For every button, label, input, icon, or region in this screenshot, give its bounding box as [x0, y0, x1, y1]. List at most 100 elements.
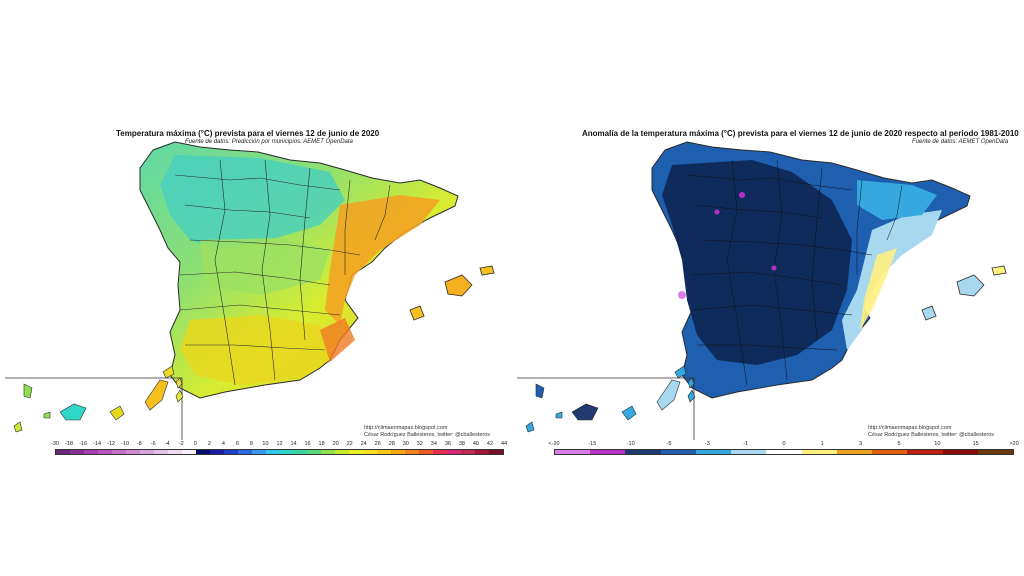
right-legend-tick: >20 — [1009, 441, 1019, 447]
right-legend-swatch — [801, 450, 837, 454]
right-legend-tick: -15 — [588, 441, 597, 447]
left-legend-swatch — [405, 450, 420, 454]
left-credit: http://climaenmapas.blogspot.com César R… — [364, 425, 490, 439]
left-temperature-map — [5, 141, 495, 440]
left-legend-tick: -6 — [150, 441, 156, 447]
left-legend-swatch — [279, 450, 294, 454]
left-legend-swatch — [475, 450, 490, 454]
left-legend-tick: 12 — [276, 441, 283, 447]
right-credit-url: http://climaenmapas.blogspot.com — [868, 425, 952, 431]
left-legend-tick: -12 — [107, 441, 116, 447]
left-legend-swatch — [321, 450, 336, 454]
left-legend-swatch — [56, 450, 70, 454]
left-legend-ticks: -30 -18 -16 -14 -12 -10 -8 -6 -4 -2 0 2 4 6 8 10 12 14 16 1… — [51, 441, 508, 449]
right-legend-swatch — [695, 450, 732, 454]
left-legend-tick: 26 — [374, 441, 381, 447]
left-legend-tick: 32 — [416, 441, 423, 447]
right-credit: http://climaenmapas.blogspot.com César R… — [868, 425, 994, 439]
left-legend-tick: 40 — [472, 441, 479, 447]
canary-islands — [13, 365, 175, 433]
left-legend-swatch — [363, 450, 378, 454]
right-credit-author: César Rodríguez Ballesteros, twitter: @c… — [868, 432, 995, 438]
province-borders — [174, 159, 391, 386]
right-canary-islands — [525, 365, 687, 433]
right-legend-tick: 3 — [859, 441, 863, 447]
left-legend-swatch — [125, 450, 140, 454]
left-legend-tick: -4 — [164, 441, 170, 447]
right-legend-swatch — [731, 450, 767, 454]
left-legend-tick: 30 — [402, 441, 409, 447]
left-legend-tick: -16 — [79, 441, 88, 447]
mallorca-island — [444, 274, 473, 297]
left-legend-swatch — [181, 450, 196, 454]
right-legend-swatch — [625, 450, 661, 454]
east-warm-zone — [325, 195, 440, 325]
right-legend-swatch — [590, 450, 626, 454]
right-legend-swatch — [555, 450, 591, 454]
left-legend-tick: 14 — [290, 441, 297, 447]
right-legend-swatch — [660, 450, 696, 454]
left-legend-swatch — [307, 450, 322, 454]
right-legend-tick: -5 — [666, 441, 672, 447]
right-legend-swatch — [836, 450, 873, 454]
right-legend-tick: -1 — [743, 441, 749, 447]
left-legend-tick: 6 — [235, 441, 239, 447]
left-legend-tick: -18 — [65, 441, 74, 447]
left-legend-swatch — [209, 450, 224, 454]
left-legend-tick: 28 — [388, 441, 395, 447]
left-legend-swatch — [391, 450, 406, 454]
southeast-hot-zone — [320, 318, 355, 362]
north-cool-zone — [160, 155, 345, 250]
right-legend-swatch — [872, 450, 908, 454]
left-legend-swatch — [447, 450, 462, 454]
left-legend-swatch — [153, 450, 168, 454]
left-credit-url: http://climaenmapas.blogspot.com — [364, 425, 448, 431]
left-legend-tick: -14 — [93, 441, 102, 447]
east-mild-zone — [842, 210, 942, 350]
left-legend-tick: 0 — [193, 441, 197, 447]
right-legend-swatch — [907, 450, 943, 454]
left-legend-tick: 42 — [486, 441, 494, 447]
right-legend-tick: -10 — [626, 441, 635, 447]
left-legend-swatch — [335, 450, 350, 454]
right-legend-tick: 5 — [897, 441, 901, 447]
central-green-zone — [200, 238, 330, 295]
left-legend-tick: -10 — [121, 441, 130, 447]
menorca-island — [479, 265, 495, 276]
left-legend-swatch — [223, 450, 238, 454]
left-map-title: Temperatura máxima (°C) prevista para el… — [116, 129, 380, 138]
right-legend-swatch — [977, 450, 1014, 454]
right-anomaly-map — [517, 141, 1007, 440]
right-legend-tick: <-20 — [548, 441, 560, 447]
deep-negative-zone — [662, 160, 852, 365]
left-legend-tick: 20 — [332, 441, 339, 447]
left-legend-swatch — [251, 450, 266, 454]
ibiza-island — [409, 305, 425, 321]
right-color-legend: <-20 -15 -10 -5 -3 -1 0 1 3 5 10 15 >20 — [548, 441, 1019, 457]
right-legend-swatch — [942, 450, 978, 454]
left-legend-tick: 44 — [500, 441, 508, 447]
left-legend-swatch — [349, 450, 364, 454]
left-legend-swatch — [489, 450, 503, 454]
left-credit-author: César Rodríguez Ballesteros, twitter: @c… — [364, 432, 491, 438]
canary-inset-frame — [5, 377, 183, 440]
left-legend-swatch — [237, 450, 252, 454]
left-legend-swatch — [139, 450, 154, 454]
left-legend-tick: -8 — [136, 441, 142, 447]
right-legend-bar — [554, 449, 1014, 455]
left-legend-bar — [55, 449, 504, 455]
left-legend-tick: -2 — [178, 441, 184, 447]
left-legend-tick: 22 — [346, 441, 353, 447]
left-legend-swatch — [461, 450, 476, 454]
left-legend-tick: 2 — [207, 441, 211, 447]
left-legend-swatch — [293, 450, 308, 454]
left-legend-tick: 34 — [430, 441, 437, 447]
left-legend-tick: 8 — [249, 441, 253, 447]
anomaly-max-temp-panel: Anomalía de la temperatura máxima (°C) p… — [512, 0, 1024, 576]
south-warm-zone — [180, 315, 330, 385]
forecast-max-temp-panel: Temperatura máxima (°C) prevista para el… — [5, 129, 508, 455]
left-legend-swatch — [69, 450, 84, 454]
right-legend-swatch — [766, 450, 802, 454]
right-legend-tick: 15 — [972, 441, 979, 447]
left-legend-swatch — [265, 450, 280, 454]
